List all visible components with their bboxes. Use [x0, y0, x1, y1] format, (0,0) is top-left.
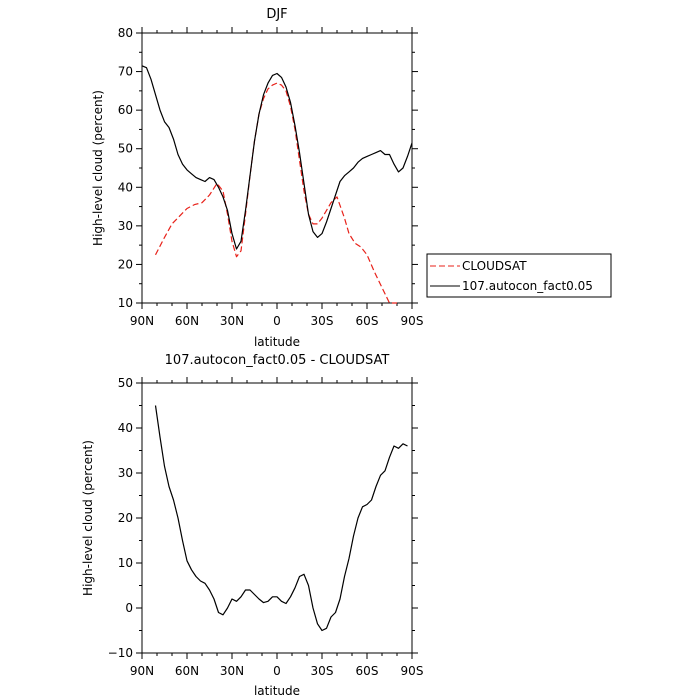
bottom-xtick-label: 30N	[220, 664, 244, 678]
top-xtick-label: 30S	[311, 314, 334, 328]
top-series-line-1	[141, 65, 413, 250]
bottom-ytick-label: 10	[118, 556, 133, 570]
bottom-tick-marks	[136, 377, 418, 659]
bottom-panel-title: 107.autocon_fact0.05 - CLOUDSAT	[165, 353, 390, 368]
top-ytick-label: 10	[118, 296, 133, 310]
bottom-plot-frame	[141, 382, 413, 654]
bottom-series-line-0	[154, 405, 408, 632]
bottom-y-axis-label: High-level cloud (percent)	[81, 440, 95, 596]
bottom-xtick-label: 0	[273, 664, 281, 678]
top-ytick-label: 60	[118, 103, 133, 117]
bottom-ytick-label: 20	[118, 511, 133, 525]
bottom-xtick-label: 30S	[311, 664, 334, 678]
bottom-series-lines	[154, 405, 408, 632]
bottom-panel: 107.autocon_fact0.05 - CLOUDSAT −10 0 10 20…	[81, 353, 423, 698]
top-ytick-label: 20	[118, 257, 133, 271]
top-tick-marks	[136, 27, 418, 309]
bottom-y-tick-labels: −10 0 10 20 30 40 50	[108, 376, 133, 660]
top-series-line-0	[154, 82, 397, 304]
bottom-ytick-label: 50	[118, 376, 133, 390]
top-ytick-label: 50	[118, 142, 133, 156]
top-y-tick-labels: 10 20 30 40 50 60 70 80	[118, 26, 133, 310]
top-xtick-label: 90S	[401, 314, 424, 328]
top-xtick-label: 30N	[220, 314, 244, 328]
top-series-lines	[141, 65, 413, 304]
top-x-tick-labels: 90N 60N 30N 0 30S 60S 90S	[130, 314, 424, 328]
top-ytick-label: 70	[118, 65, 133, 79]
bottom-ytick-label: 40	[118, 421, 133, 435]
bottom-ytick-label: 30	[118, 466, 133, 480]
bottom-xtick-label: 60N	[175, 664, 199, 678]
top-x-axis-label: latitude	[254, 335, 300, 349]
top-panel: DJF 10 20 30 40 50 60 70 80 90N 60N 30N 0 30S 60S 90S…	[91, 7, 423, 349]
bottom-xtick-label: 90N	[130, 664, 154, 678]
top-panel-title: DJF	[266, 7, 287, 22]
bottom-x-axis-label: latitude	[254, 684, 300, 698]
top-xtick-label: 60N	[175, 314, 199, 328]
top-y-axis-label: High-level cloud (percent)	[91, 90, 105, 246]
bottom-ytick-label: −10	[108, 646, 133, 660]
legend-label-model: 107.autocon_fact0.05	[462, 279, 593, 293]
top-xtick-label: 60S	[356, 314, 379, 328]
top-ytick-label: 30	[118, 219, 133, 233]
top-xtick-label: 90N	[130, 314, 154, 328]
bottom-ytick-label: 0	[125, 601, 133, 615]
bottom-xtick-label: 60S	[356, 664, 379, 678]
bottom-x-tick-labels: 90N 60N 30N 0 30S 60S 90S	[130, 664, 424, 678]
top-ytick-label: 80	[118, 26, 133, 40]
legend-box	[426, 253, 612, 298]
top-ytick-label: 40	[118, 180, 133, 194]
legend-label-cloudsat: CLOUDSAT	[462, 259, 527, 273]
legend: CLOUDSAT 107.autocon_fact0.05	[426, 253, 612, 298]
bottom-xtick-label: 90S	[401, 664, 424, 678]
top-xtick-label: 0	[273, 314, 281, 328]
